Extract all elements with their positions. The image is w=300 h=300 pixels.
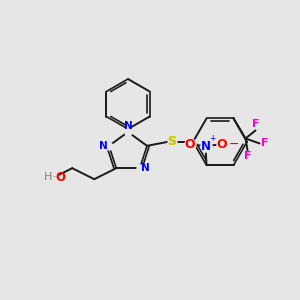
Text: S: S [167,135,176,148]
Text: O: O [55,171,65,184]
Text: N: N [200,140,211,153]
Text: O: O [216,138,227,151]
Text: F: F [244,152,251,161]
Text: N: N [99,141,108,151]
Text: O: O [184,138,195,151]
Text: N: N [124,121,132,131]
Text: ·: · [52,173,55,182]
Text: F: F [260,138,268,148]
Text: F: F [252,119,259,129]
Text: +: + [209,134,216,143]
Text: S: S [167,135,176,148]
Text: H: H [44,172,52,182]
Text: S: S [167,135,176,148]
Text: N: N [141,163,149,173]
Text: −: − [229,138,239,151]
